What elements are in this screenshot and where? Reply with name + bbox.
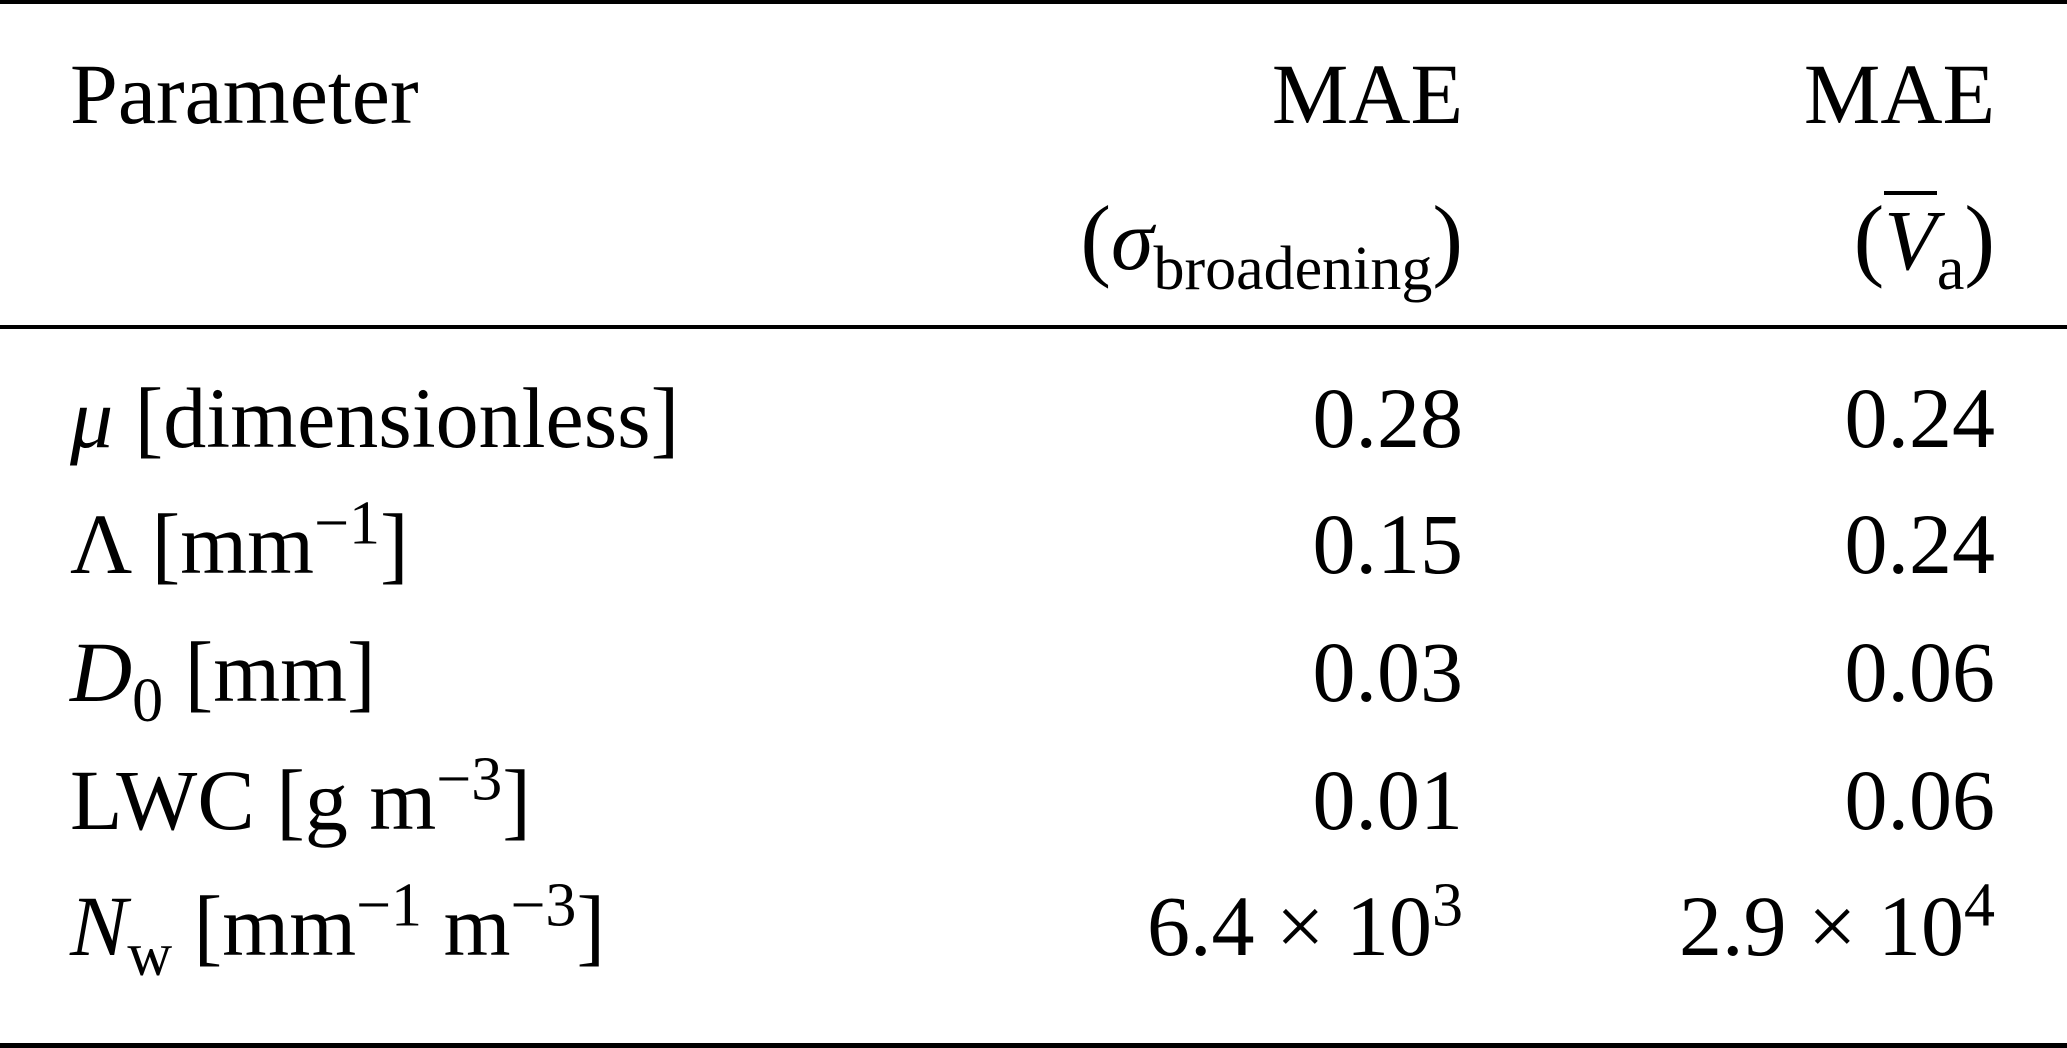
mu-mae-broadening: 0.28	[1312, 370, 1464, 466]
lwc-symbol: LWC	[70, 752, 255, 848]
a-subscript: a	[1936, 234, 1965, 303]
d-symbol: D	[70, 624, 133, 720]
header-mean-va: (Va)	[1853, 187, 1995, 303]
table-top-rule	[0, 0, 2067, 4]
n-symbol: N	[70, 878, 128, 974]
nw-mae-broadening: 6.4 × 103	[1146, 871, 1463, 974]
sigma-symbol: σ	[1111, 192, 1154, 288]
header-mae-va: MAE	[1803, 46, 1995, 142]
d0-mae-va: 0.06	[1844, 624, 1996, 720]
broadening-subscript: broadening	[1153, 234, 1433, 303]
d0-mae-broadening: 0.03	[1312, 624, 1464, 720]
lambda-mae-broadening: 0.15	[1312, 496, 1464, 592]
lambda-symbol: Λ	[70, 496, 131, 592]
table-header-rule	[0, 325, 2067, 329]
param-mu: μ [dimensionless]	[70, 370, 680, 466]
header-parameter: Parameter	[70, 46, 419, 142]
param-lambda: Λ [mm−1]	[70, 489, 409, 592]
table-bottom-rule	[0, 1043, 2067, 1048]
param-lwc: LWC [g m−3]	[70, 745, 531, 848]
nw-mae-va: 2.9 × 104	[1678, 871, 1995, 974]
lwc-mae-va: 0.06	[1844, 752, 1996, 848]
mu-symbol: μ	[70, 370, 114, 466]
mu-mae-va: 0.24	[1844, 370, 1996, 466]
lambda-mae-va: 0.24	[1844, 496, 1996, 592]
header-mae-broadening: MAE	[1271, 46, 1463, 142]
param-nw: Nw [mm−1 m−3]	[70, 871, 606, 989]
lwc-mae-broadening: 0.01	[1312, 752, 1464, 848]
v-bar-symbol: V	[1884, 191, 1937, 288]
param-d0: D0 [mm]	[70, 624, 376, 735]
header-sigma-broadening: (σbroadening)	[1080, 187, 1463, 303]
